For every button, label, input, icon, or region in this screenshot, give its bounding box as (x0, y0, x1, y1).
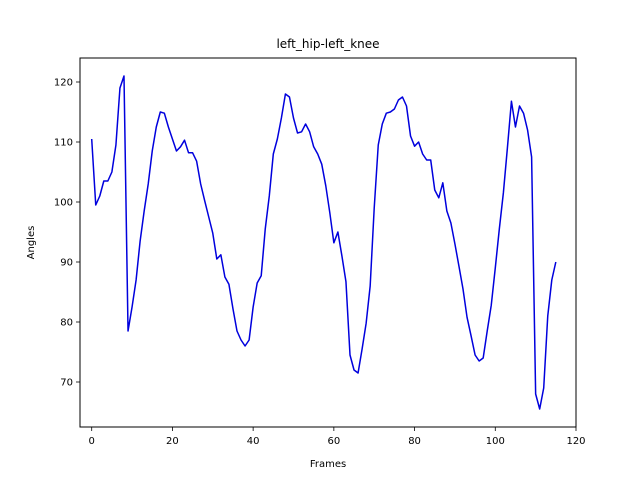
y-tick-label: 80 (60, 318, 73, 329)
y-tick-label: 110 (54, 138, 73, 149)
y-axis-ticks: 70 80 90 100 110 120 (54, 78, 80, 389)
x-axis-ticks: 0 20 40 60 80 100 120 (89, 427, 586, 447)
x-tick-label: 20 (166, 436, 179, 447)
chart-title: left_hip-left_knee (276, 37, 379, 51)
x-tick-label: 60 (327, 436, 340, 447)
series-line-0 (90, 75, 557, 410)
x-tick-label: 0 (89, 436, 95, 447)
plot-layer (90, 75, 557, 410)
x-tick-label: 100 (486, 436, 505, 447)
x-tick-label: 40 (247, 436, 260, 447)
y-tick-label: 90 (60, 258, 73, 269)
y-tick-label: 100 (54, 198, 73, 209)
y-tick-label: 70 (60, 378, 73, 389)
x-axis-label: Frames (310, 459, 346, 470)
x-tick-label: 80 (408, 436, 421, 447)
y-tick-label: 120 (54, 78, 73, 89)
y-axis-label: Angles (26, 226, 37, 260)
x-tick-label: 120 (566, 436, 585, 447)
plot-area-frame (79, 57, 577, 428)
